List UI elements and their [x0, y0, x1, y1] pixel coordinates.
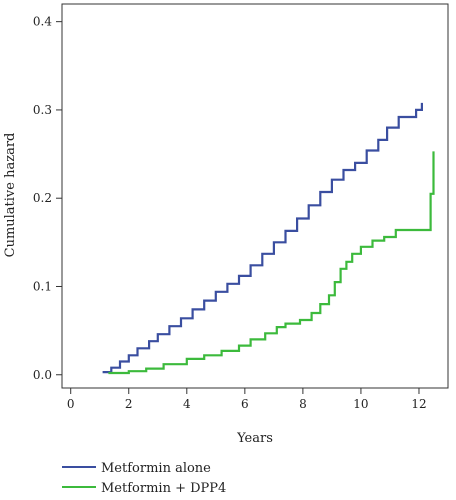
x-axis: 0 2 4 6 8 10 12	[67, 388, 427, 411]
x-axis-title: Years	[236, 431, 273, 446]
series-line-1	[102, 102, 423, 374]
series-layer	[102, 102, 435, 375]
y-tick-label: 0.2	[33, 191, 52, 205]
x-tick-label: 6	[241, 397, 249, 411]
x-tick-label: 0	[67, 397, 75, 411]
y-tick-label: 0.1	[33, 279, 52, 293]
x-tick-label: 8	[299, 397, 307, 411]
y-tick-label: 0.3	[33, 103, 52, 117]
legend: Metformin alone Metformin + DPP4	[62, 461, 226, 496]
x-tick-label: 10	[353, 397, 368, 411]
legend-label: Metformin alone	[101, 461, 211, 476]
x-tick-label: 12	[411, 397, 426, 411]
y-axis-title: Cumulative hazard	[3, 133, 18, 258]
legend-label: Metformin + DPP4	[101, 481, 226, 496]
series-line-2	[108, 151, 435, 375]
y-tick-label: 0.0	[33, 368, 52, 382]
x-tick-label: 2	[125, 397, 133, 411]
x-tick-label: 4	[183, 397, 191, 411]
y-tick-label: 0.4	[33, 15, 52, 29]
y-axis: 0.0 0.1 0.2 0.3 0.4	[33, 15, 62, 382]
plot-frame	[61, 3, 449, 389]
